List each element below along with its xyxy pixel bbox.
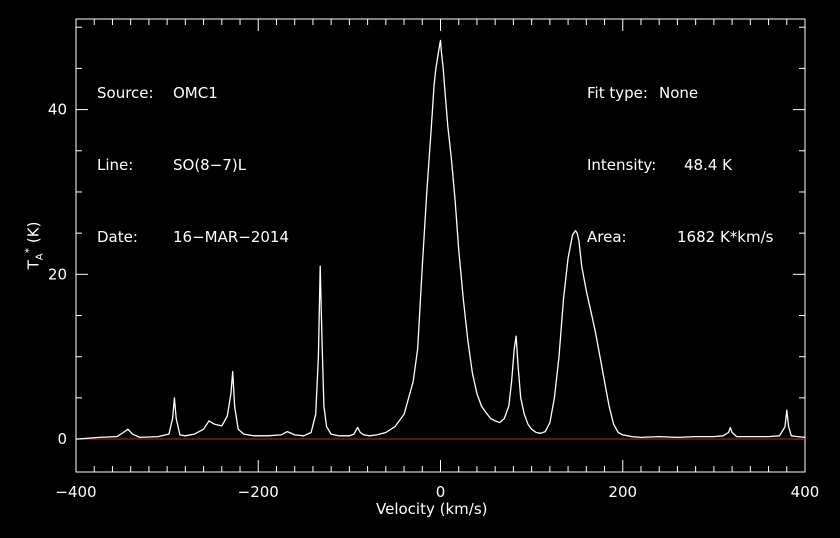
y-axis-subscript: A (34, 253, 46, 261)
source-info-panel: Source: OMC1 Line: SO(8−7)L Date: 16−MAR−20… (97, 33, 289, 273)
y-axis-unit: (K) (24, 221, 43, 244)
fit-type-value: None (659, 84, 699, 102)
fit-info-panel: Fit type: None Intensity: 48.4 K Area: 1682… (587, 33, 773, 273)
intensity-value: 48.4 K (684, 156, 733, 174)
y-axis-symbol: T (24, 260, 43, 270)
x-tick-label: 0 (436, 483, 446, 501)
y-tick-label: 20 (48, 265, 67, 283)
x-tick-label: −400 (55, 483, 96, 501)
spectrum-line (75, 39, 806, 440)
area-value: 1682 K*km/s (677, 228, 774, 246)
intensity-label: Intensity: (587, 156, 657, 174)
line-label: Line: (97, 156, 134, 174)
x-tick-label: 200 (608, 483, 637, 501)
y-axis-superscript: * (22, 247, 36, 254)
date-label: Date: (97, 228, 138, 246)
area-label: Area: (587, 228, 627, 246)
source-value: OMC1 (173, 84, 218, 102)
x-tick-label: 400 (791, 483, 820, 501)
line-value: SO(8−7)L (173, 156, 247, 174)
y-tick-label: 0 (57, 430, 67, 448)
x-tick-label: −200 (238, 483, 279, 501)
axis-ticks (75, 19, 806, 472)
fit-type-label: Fit type: (587, 84, 648, 102)
x-axis-title: Velocity (km/s) (376, 500, 488, 518)
y-tick-label: 40 (48, 101, 67, 119)
date-value: 16−MAR−2014 (173, 228, 290, 246)
y-axis-title: TA* (K) (23, 206, 46, 286)
source-label: Source: (97, 84, 154, 102)
axis-tick-labels: −400 −200 0 200 400 0 20 40 (48, 101, 819, 501)
